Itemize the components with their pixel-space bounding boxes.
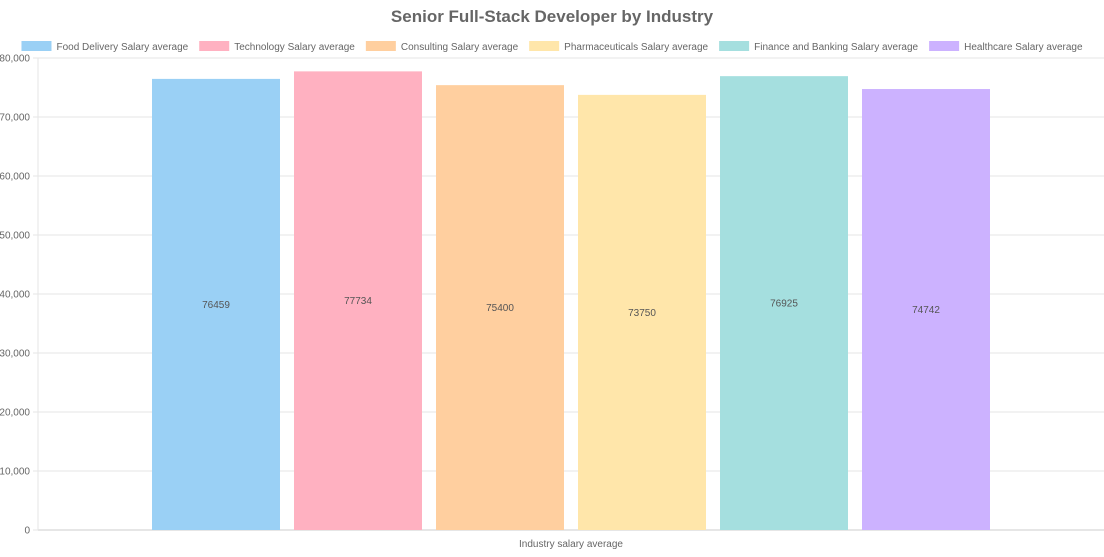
bar-group: [152, 71, 990, 531]
y-tick-label: 70,000: [0, 113, 30, 124]
legend-item[interactable]: Technology Salary average: [199, 41, 355, 53]
legend-label: Finance and Banking Salary average: [754, 42, 918, 53]
legend-swatch: [719, 41, 750, 51]
legend-item[interactable]: Healthcare Salary average: [929, 41, 1083, 53]
y-tick-label: 0: [24, 526, 30, 537]
bar[interactable]: [152, 78, 280, 530]
bar[interactable]: [862, 89, 990, 530]
bar[interactable]: [578, 94, 706, 530]
legend-swatch: [199, 41, 230, 51]
legend-swatch: [365, 41, 396, 51]
legend: Food Delivery Salary average Technology S…: [21, 41, 1083, 53]
legend-swatch: [929, 41, 960, 51]
legend-item[interactable]: Pharmaceuticals Salary average: [529, 41, 709, 53]
bar-value-label: 76459: [202, 300, 230, 311]
bar-value-label: 74742: [912, 305, 940, 316]
y-tick-label: 30,000: [0, 349, 30, 360]
legend-label: Pharmaceuticals Salary average: [564, 42, 708, 53]
y-tick-label: 50,000: [0, 231, 30, 242]
bar-value-label: 76925: [770, 299, 798, 310]
y-tick-label: 20,000: [0, 408, 30, 419]
y-axis: 0 10,000 20,000 30,000 40,000 50,000 60,000 70,…: [0, 54, 39, 537]
legend-label: Healthcare Salary average: [964, 42, 1083, 53]
legend-label: Consulting Salary average: [401, 42, 519, 53]
y-tick-label: 60,000: [0, 172, 30, 183]
legend-swatch: [21, 41, 52, 51]
chart-title: Senior Full-Stack Developer by Industry: [391, 7, 714, 26]
y-tick-label: 80,000: [0, 54, 30, 65]
y-tick-label: 10,000: [0, 467, 30, 478]
legend-label: Food Delivery Salary average: [56, 42, 188, 53]
bar-value-label: 73750: [628, 308, 656, 319]
legend-swatch: [529, 41, 560, 51]
data-labels: 76459 77734 75400 73750 76925 74742: [202, 296, 940, 319]
bar[interactable]: [720, 76, 848, 530]
bar[interactable]: [294, 71, 422, 531]
bar-value-label: 75400: [486, 303, 514, 314]
x-axis-label: Industry salary average: [519, 539, 623, 550]
legend-item[interactable]: Consulting Salary average: [365, 41, 519, 53]
legend-item[interactable]: Food Delivery Salary average: [21, 41, 189, 53]
bar-value-label: 77734: [344, 296, 372, 307]
legend-label: Technology Salary average: [234, 42, 355, 53]
y-tick-label: 40,000: [0, 290, 30, 301]
bar[interactable]: [436, 85, 564, 530]
legend-item[interactable]: Finance and Banking Salary average: [719, 41, 919, 53]
